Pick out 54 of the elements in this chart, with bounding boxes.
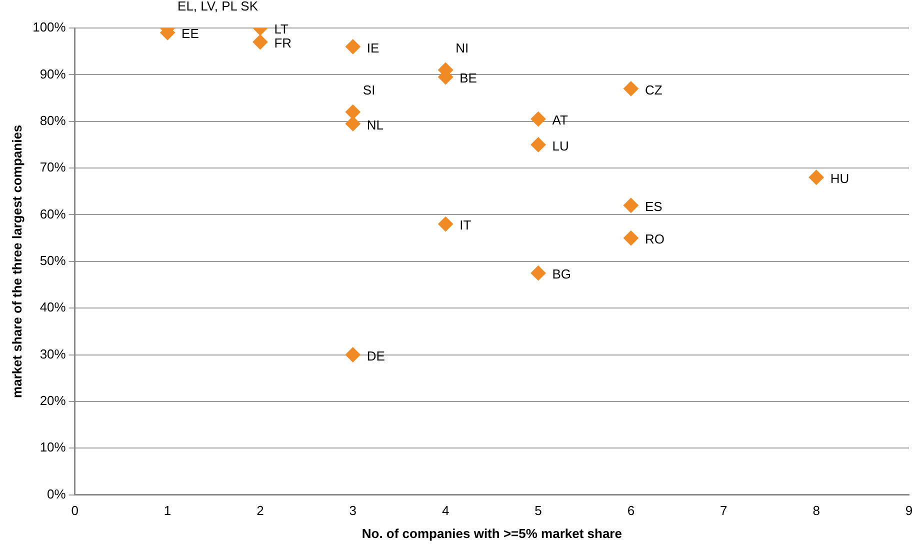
y-tick-label: 0% xyxy=(47,486,66,502)
annotation: LU xyxy=(552,138,569,154)
annotation: SI xyxy=(362,82,376,98)
annotation: LT xyxy=(274,22,288,37)
y-tick-label: 80% xyxy=(40,112,66,128)
y-axis-title: market share of the three largest companies xyxy=(9,124,24,398)
y-tick-label: 100% xyxy=(32,20,66,35)
annotation: EE xyxy=(182,26,200,42)
annotation: CZ xyxy=(644,82,662,98)
point xyxy=(345,347,360,362)
y-tick-label: 20% xyxy=(40,393,66,408)
point xyxy=(438,216,454,232)
annotation: NL xyxy=(366,117,384,132)
x-tick-label: 2 xyxy=(256,503,264,518)
x-tick-label: 3 xyxy=(349,503,357,518)
y-tick-label: 70% xyxy=(40,160,66,175)
point xyxy=(530,137,546,152)
annotation: BG xyxy=(552,266,572,282)
point xyxy=(345,104,360,120)
point xyxy=(808,170,824,185)
x-tick-label: 6 xyxy=(627,503,635,518)
point xyxy=(623,198,638,213)
y-tick-label: 90% xyxy=(40,66,66,82)
y-tick-label: 60% xyxy=(40,206,66,222)
point xyxy=(530,266,546,281)
point xyxy=(623,230,638,246)
y-tick-label: 40% xyxy=(40,300,66,315)
annotation: DE xyxy=(366,348,386,364)
x-tick-label: 0 xyxy=(71,503,78,518)
annotation: RO xyxy=(644,232,664,247)
annotation: EL, LV, PL SK xyxy=(178,0,258,14)
point xyxy=(623,81,638,96)
x-tick-label: 7 xyxy=(720,503,728,518)
point xyxy=(530,112,546,127)
annotation: AT xyxy=(552,112,568,128)
annotation: HU xyxy=(830,170,850,186)
annotation: IE xyxy=(366,40,380,56)
x-tick-label: 5 xyxy=(534,503,542,518)
annotation: NI xyxy=(456,40,469,56)
point xyxy=(345,116,360,132)
annotation: BE xyxy=(460,70,478,86)
x-tick-label: 4 xyxy=(442,503,450,518)
annotation: FR xyxy=(274,36,292,51)
annotation: ES xyxy=(644,198,663,214)
x-tick-label: 9 xyxy=(905,503,913,518)
x-tick-label: 1 xyxy=(164,503,172,518)
x-axis-title: No. of companies with >=5% market share xyxy=(362,526,622,541)
y-tick-label: 50% xyxy=(40,252,66,268)
x-tick-label: 8 xyxy=(812,503,820,518)
y-tick-label: 30% xyxy=(40,346,66,362)
point xyxy=(252,34,268,50)
point xyxy=(345,39,360,54)
y-tick-label: 10% xyxy=(40,440,66,455)
annotation: IT xyxy=(460,218,472,233)
